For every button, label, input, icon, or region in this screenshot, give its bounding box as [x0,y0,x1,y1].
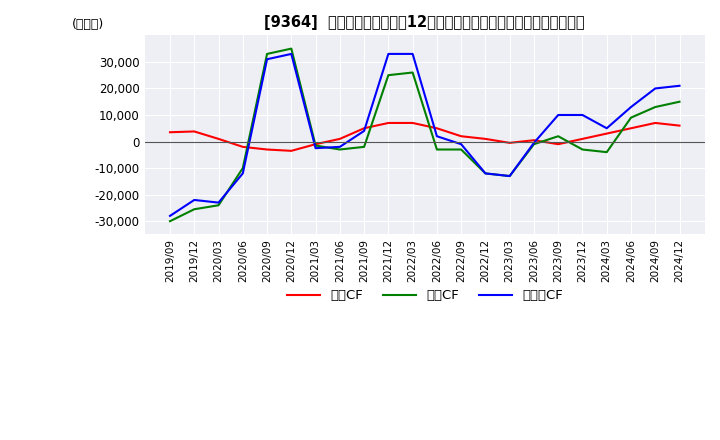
投資CF [481,171,490,176]
フリーCF [238,171,247,176]
営業CF [263,147,271,152]
フリーCF [384,51,392,57]
営業CF [408,120,417,125]
投資CF [651,104,660,110]
営業CF [215,136,223,142]
Line: 投資CF: 投資CF [170,48,680,221]
投資CF [336,147,344,152]
フリーCF [311,146,320,151]
投資CF [384,73,392,78]
営業CF [311,142,320,147]
投資CF [626,115,635,120]
フリーCF [554,112,562,117]
Title: [9364]  キャッシュフローの12か月移動合計の対前年同期増減額の推移: [9364] キャッシュフローの12か月移動合計の対前年同期増減額の推移 [264,15,585,30]
フリーCF [166,213,174,219]
営業CF [530,138,539,143]
フリーCF [215,200,223,205]
投資CF [311,143,320,148]
営業CF [505,140,514,146]
フリーCF [481,171,490,176]
営業CF [651,120,660,125]
投資CF [287,46,296,51]
営業CF [287,148,296,154]
フリーCF [456,142,465,147]
フリーCF [651,86,660,91]
投資CF [238,165,247,171]
フリーCF [408,51,417,57]
Legend: 営業CF, 投資CF, フリーCF: 営業CF, 投資CF, フリーCF [282,284,568,308]
営業CF [190,129,199,134]
投資CF [263,51,271,57]
Line: 営業CF: 営業CF [170,123,680,151]
フリーCF [578,112,587,117]
営業CF [603,131,611,136]
営業CF [675,123,684,128]
営業CF [578,136,587,142]
営業CF [626,126,635,131]
フリーCF [675,83,684,88]
フリーCF [190,197,199,202]
営業CF [384,120,392,125]
営業CF [238,144,247,150]
営業CF [456,134,465,139]
投資CF [530,142,539,147]
Line: フリーCF: フリーCF [170,54,680,216]
営業CF [336,136,344,142]
営業CF [433,126,441,131]
投資CF [360,144,369,150]
投資CF [456,147,465,152]
フリーCF [360,128,369,134]
投資CF [433,147,441,152]
営業CF [554,142,562,147]
投資CF [190,207,199,212]
フリーCF [603,126,611,131]
投資CF [675,99,684,104]
フリーCF [626,104,635,110]
投資CF [554,134,562,139]
フリーCF [505,173,514,179]
投資CF [215,203,223,208]
営業CF [166,130,174,135]
投資CF [505,173,514,179]
フリーCF [530,140,539,146]
投資CF [603,150,611,155]
フリーCF [433,134,441,139]
投資CF [166,219,174,224]
投資CF [408,70,417,75]
フリーCF [287,51,296,57]
Y-axis label: (百万円): (百万円) [72,18,104,31]
営業CF [360,126,369,131]
フリーCF [263,57,271,62]
営業CF [481,136,490,142]
投資CF [578,147,587,152]
フリーCF [336,144,344,150]
